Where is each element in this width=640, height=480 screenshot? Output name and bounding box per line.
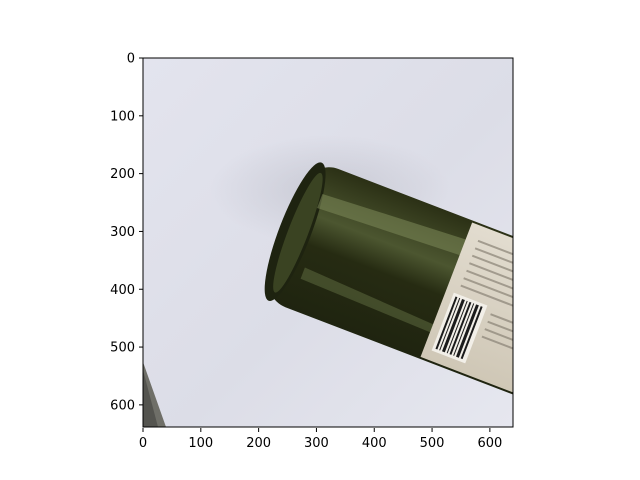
x-tick-label: 600 (477, 436, 502, 451)
barcode (431, 292, 488, 364)
x-tick-label: 300 (304, 436, 329, 451)
x-axis: 0 100 200 300 400 500 600 (139, 428, 502, 451)
y-tick-label: 400 (110, 283, 135, 298)
y-tick-label: 200 (110, 167, 135, 182)
x-tick-label: 400 (362, 436, 387, 451)
y-tick-label: 600 (110, 398, 135, 413)
x-tick-label: 100 (188, 436, 213, 451)
y-tick-label: 100 (110, 109, 135, 124)
x-tick-label: 200 (246, 436, 271, 451)
wine-bottle (264, 162, 513, 415)
photo (143, 58, 513, 427)
y-tick-label: 0 (127, 52, 135, 67)
y-tick-label: 300 (110, 225, 135, 240)
x-tick-label: 500 (420, 436, 445, 451)
y-axis: 0 100 200 300 400 500 600 (110, 52, 143, 413)
x-tick-label: 0 (139, 436, 147, 451)
axes-frame (142, 57, 514, 428)
y-tick-label: 500 (110, 341, 135, 356)
